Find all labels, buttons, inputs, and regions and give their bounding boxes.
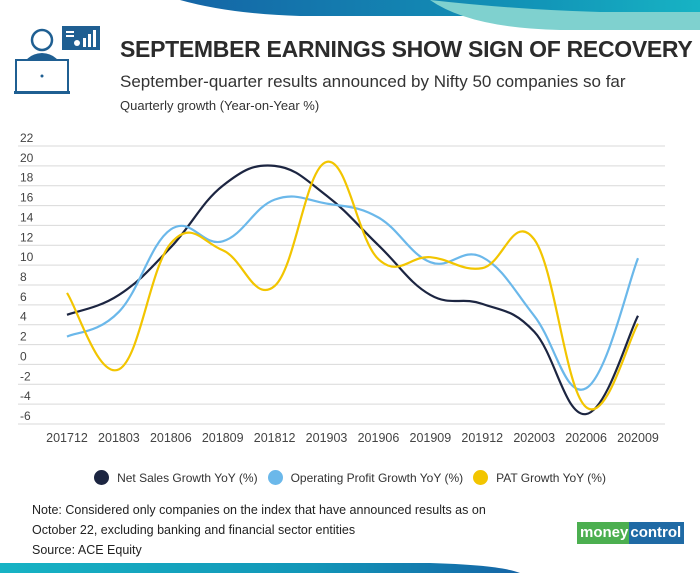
- logo-part: money: [577, 522, 630, 544]
- legend: Net Sales Growth YoY (%) Operating Profi…: [0, 470, 700, 485]
- legend-label: Net Sales Growth YoY (%): [117, 470, 258, 485]
- y-tick-label: -4: [20, 389, 31, 403]
- logo-part: control: [629, 522, 685, 544]
- y-tick-label: 8: [20, 270, 27, 284]
- y-tick-label: 2: [20, 330, 27, 344]
- legend-swatch: [94, 470, 110, 485]
- x-tick-label: 201909: [410, 431, 452, 445]
- x-tick-label: 201806: [150, 431, 192, 445]
- y-tick-label: 16: [20, 191, 34, 205]
- y-tick-label: 14: [20, 210, 34, 224]
- x-tick-label: 201812: [254, 431, 296, 445]
- y-tick-label: 22: [20, 131, 34, 145]
- unit-label: Quarterly growth (Year-on-Year %): [120, 98, 320, 113]
- footnote: Note: Considered only companies on the i…: [32, 500, 486, 560]
- chart-subtitle: September-quarter results announced by N…: [120, 72, 626, 91]
- x-tick-label: 201912: [461, 431, 503, 445]
- bottom-decorative-band: [0, 563, 520, 573]
- top-decorative-band: [180, 0, 700, 30]
- series-line-0: [66, 164, 639, 416]
- y-tick-label: 18: [20, 171, 34, 185]
- note-line: October 22, excluding banking and financ…: [32, 523, 356, 537]
- x-tick-label: 202006: [565, 431, 607, 445]
- y-tick-label: 0: [20, 349, 27, 363]
- y-tick-label: 12: [20, 230, 34, 244]
- moneycontrol-logo: money control: [577, 522, 685, 544]
- x-tick-label: 202009: [617, 431, 659, 445]
- legend-swatch: [473, 470, 489, 485]
- x-tick-label: 201712: [46, 431, 88, 445]
- series-line-1: [66, 195, 640, 391]
- chart-title: SEPTEMBER EARNINGS SHOW SIGN OF RECOVERY: [120, 36, 693, 62]
- legend-label: PAT Growth YoY (%): [496, 470, 606, 485]
- analyst-laptop-icon: [14, 26, 100, 94]
- y-tick-label: -6: [20, 409, 31, 423]
- note-line: Note: Considered only companies on the i…: [32, 503, 486, 517]
- legend-label: Operating Profit Growth YoY (%): [290, 470, 464, 485]
- x-tick-label: 201803: [98, 431, 140, 445]
- x-tick-label: 201906: [358, 431, 400, 445]
- series-line-2: [66, 160, 639, 411]
- x-tick-label: 201809: [202, 431, 244, 445]
- legend-item-pat: PAT Growth YoY (%): [473, 470, 606, 485]
- y-tick-label: 10: [20, 250, 34, 264]
- y-tick-label: 6: [20, 290, 27, 304]
- y-tick-label: 20: [20, 151, 34, 165]
- x-tick-label: 201903: [306, 431, 348, 445]
- x-tick-label: 202003: [513, 431, 555, 445]
- legend-item-operating-profit: Operating Profit Growth YoY (%): [267, 470, 464, 485]
- legend-swatch: [267, 470, 283, 485]
- legend-item-net-sales: Net Sales Growth YoY (%): [94, 470, 258, 485]
- source-line: Source: ACE Equity: [32, 543, 142, 557]
- y-tick-label: 4: [20, 310, 27, 324]
- y-tick-label: -2: [20, 369, 31, 383]
